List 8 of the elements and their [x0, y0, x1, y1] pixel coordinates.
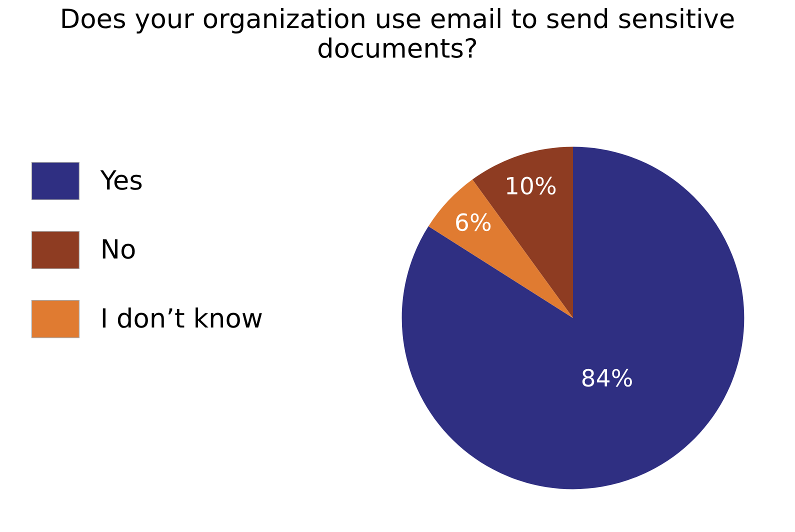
chart-title: Does your organization use email to send sensitive documents?: [62, 8, 734, 58]
data-label: 6%: [456, 213, 491, 232]
pie-slice: [402, 146, 744, 490]
legend-label: Yes: [100, 170, 142, 190]
data-label: 84%: [582, 368, 632, 387]
data-label: 10%: [507, 176, 556, 195]
legend-label: I don’t know: [102, 308, 262, 328]
legend-label: No: [102, 239, 135, 259]
